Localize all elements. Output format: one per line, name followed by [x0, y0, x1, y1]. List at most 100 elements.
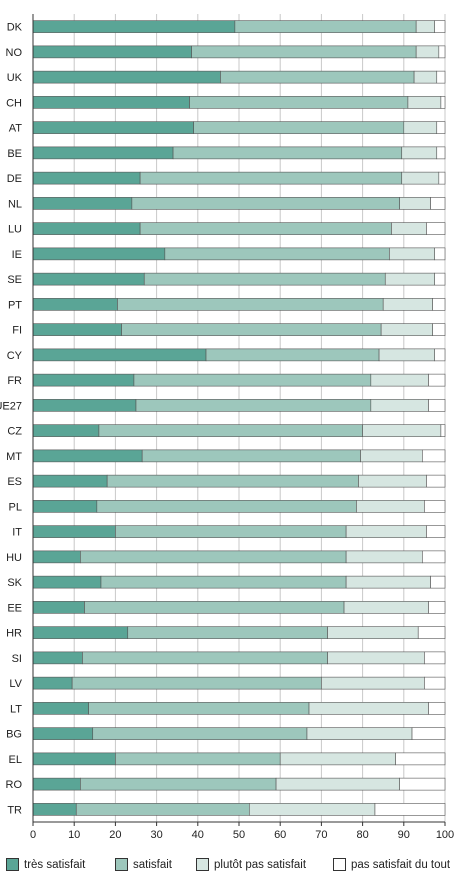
bar-segment-lt-2 [308, 702, 429, 715]
bar-segment-bg-2 [306, 727, 413, 740]
bar-segment-ch-0 [32, 96, 190, 109]
bar-segment-ee-1 [84, 601, 345, 614]
bar-segment-cy-0 [32, 348, 207, 362]
bar-segment-hr-3 [417, 626, 446, 639]
bar-segment-pt-2 [382, 298, 433, 311]
bar-segment-ue27-0 [32, 399, 137, 412]
bar-segment-hr-1 [127, 626, 328, 639]
bar-segment-bg-1 [92, 727, 308, 740]
category-label: SE [7, 274, 22, 286]
category-label: PT [8, 299, 22, 311]
bar-segment-ch-1 [189, 96, 409, 109]
category-label: EE [7, 602, 22, 614]
bar-segment-lv-0 [32, 676, 73, 690]
category-label: RO [6, 779, 23, 791]
bar-segment-ee-3 [428, 601, 446, 614]
bar-segment-hu-0 [32, 550, 81, 564]
bar-segment-lt-0 [32, 702, 89, 715]
bar-segment-pl-2 [356, 500, 425, 513]
bar-segment-de-0 [32, 171, 141, 185]
category-label: ES [7, 476, 22, 488]
bar-segment-lt-1 [88, 702, 310, 715]
bar-segment-es-2 [358, 474, 427, 488]
category-label: IT [12, 527, 22, 539]
bar-segment-ro-2 [275, 777, 400, 791]
bar-segment-tr-1 [75, 803, 250, 816]
bar-segment-fr-0 [32, 373, 135, 387]
bar-segment-hr-2 [327, 626, 419, 639]
bar-segment-pl-3 [424, 500, 446, 513]
bar-segment-cz-2 [362, 424, 442, 437]
bar-segment-hu-1 [80, 550, 347, 564]
category-label: FI [12, 325, 22, 337]
category-label: CH [6, 97, 22, 109]
bar-segment-si-0 [32, 651, 83, 665]
grid-layer [32, 14, 446, 822]
bar-segment-si-1 [82, 651, 328, 665]
category-label: LV [9, 678, 22, 690]
bar-segment-tr-2 [249, 803, 376, 816]
bar-segment-mt-2 [360, 449, 423, 463]
legend: très satisfait satisfait plutôt pas sati… [6, 858, 457, 878]
bar-segment-ro-0 [32, 777, 81, 791]
bar-segment-cy-1 [205, 348, 380, 362]
bar-segment-lu-0 [32, 222, 141, 235]
category-label: AT [9, 123, 23, 135]
bar-segment-de-3 [438, 171, 446, 185]
category-label: LU [8, 224, 22, 236]
category-labels: DK NO UK CH AT BE DE NL LU IE SE PT FI CY FR UE27 CZ MT ES… [0, 22, 23, 817]
legend-swatch [196, 858, 209, 871]
bar-segment-ue27-1 [135, 399, 372, 412]
bar-segment-no-1 [191, 45, 417, 59]
bar-segment-lu-2 [391, 222, 427, 235]
bar-segment-tr-3 [374, 803, 446, 816]
bar-segment-si-2 [327, 651, 425, 665]
x-tick-label: 60 [274, 829, 286, 841]
bar-segment-at-2 [403, 121, 438, 134]
bar-segment-sk-3 [430, 575, 446, 589]
category-label: CY [7, 350, 23, 362]
bar-segment-at-0 [32, 121, 194, 134]
category-label: CZ [7, 426, 22, 438]
bar-segment-fr-1 [133, 373, 372, 387]
bar-segment-be-0 [32, 146, 174, 160]
bar-segment-sk-2 [345, 575, 431, 589]
bar-segment-mt-3 [422, 449, 446, 463]
bar-segment-pl-0 [32, 500, 98, 513]
bar-segment-at-1 [193, 121, 405, 134]
bar-segment-de-2 [401, 171, 440, 185]
bar-segment-lv-3 [424, 676, 446, 690]
legend-item-tres-satisfait: très satisfait [6, 858, 85, 871]
bar-segment-ie-0 [32, 247, 166, 261]
bar-segment-no-2 [415, 45, 440, 59]
bar-segment-lt-3 [428, 702, 446, 715]
bar-segment-lu-1 [139, 222, 392, 235]
bar-segment-ie-2 [389, 247, 436, 261]
legend-item-pas-satisfait-du-tout: pas satisfait du tout [333, 858, 450, 871]
bar-segment-tr-0 [32, 803, 77, 816]
category-label: BE [7, 148, 22, 160]
bar-segment-dk-3 [434, 20, 446, 33]
category-label: FR [7, 375, 22, 387]
bar-segment-fi-1 [121, 323, 382, 336]
bar-segment-ie-1 [164, 247, 390, 261]
x-axis: 0 10 20 30 40 50 60 70 80 90 100 [30, 14, 454, 841]
bar-segment-be-3 [436, 146, 446, 160]
bar-segment-pt-1 [117, 298, 384, 311]
x-tick-label: 80 [356, 829, 368, 841]
bar-segment-it-0 [32, 525, 116, 538]
bar-segment-el-2 [279, 752, 396, 766]
x-tick-label: 90 [398, 829, 410, 841]
bar-segment-si-3 [424, 651, 446, 665]
legend-swatch [115, 858, 128, 871]
bar-segment-fi-3 [432, 323, 446, 336]
bar-segment-fr-3 [428, 373, 446, 387]
category-label: UK [7, 72, 23, 84]
bar-segment-se-2 [384, 272, 436, 286]
bar-segment-ch-3 [440, 96, 446, 109]
category-label: SK [7, 577, 22, 589]
bar-segment-pl-1 [96, 500, 357, 513]
bar-segment-fi-0 [32, 323, 122, 336]
legend-swatch [333, 858, 346, 871]
bar-segment-el-3 [395, 752, 446, 766]
